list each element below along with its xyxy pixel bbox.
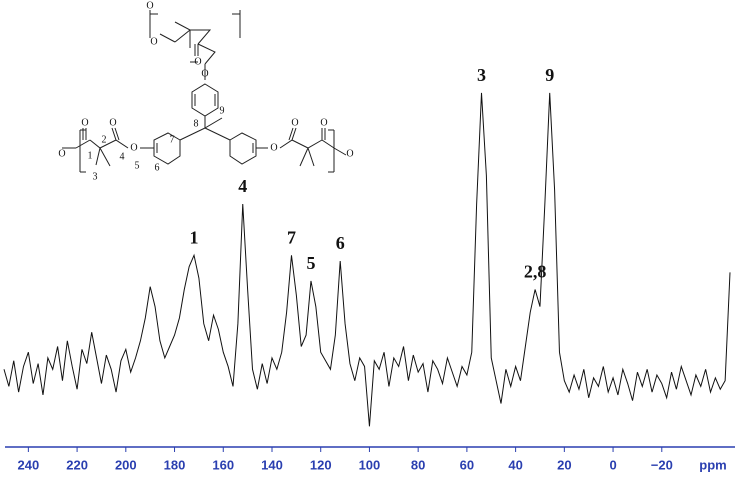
x-tick-label: 220 [66, 457, 88, 472]
x-axis-label: ppm [699, 457, 726, 472]
x-tick-label: 80 [411, 457, 425, 472]
oxygen-label: O [150, 36, 157, 47]
x-tick-label: 0 [609, 457, 616, 472]
spectrum-line [3, 92, 731, 427]
peak-label: 9 [545, 65, 554, 85]
peak-label: 1 [190, 227, 199, 247]
x-tick-label: 40 [508, 457, 522, 472]
peak-label: 3 [477, 65, 486, 85]
oxygen-label: O [58, 148, 65, 159]
x-tick-label: 60 [460, 457, 474, 472]
oxygen-label: O [130, 142, 137, 153]
atom-number: 2 [102, 134, 107, 145]
oxygen-label: O [201, 68, 208, 79]
x-tick-label: 160 [212, 457, 234, 472]
oxygen-label: O [109, 117, 116, 128]
x-tick-label: −20 [651, 457, 673, 472]
atom-number: 5 [135, 160, 140, 171]
atom-number: 4 [120, 151, 125, 162]
oxygen-label: O [291, 117, 298, 128]
x-tick-label: 180 [164, 457, 186, 472]
peak-label: 2,8 [524, 262, 547, 282]
oxygen-label: O [320, 117, 327, 128]
peak-label: 4 [238, 176, 247, 196]
atom-number: 1 [88, 150, 93, 161]
x-tick-label: 20 [557, 457, 571, 472]
atom-number: 6 [155, 162, 160, 173]
atom-number: 3 [93, 171, 98, 182]
x-tick-label: 240 [18, 457, 40, 472]
peak-label: 5 [306, 253, 315, 273]
atom-number: 7 [170, 134, 175, 145]
oxygen-label: O [346, 148, 353, 159]
oxygen-label: O [194, 56, 201, 67]
peak-label: 6 [336, 233, 345, 253]
x-tick-label: 100 [359, 457, 381, 472]
x-tick-label: 200 [115, 457, 137, 472]
x-tick-label: 120 [310, 457, 332, 472]
atom-number: 8 [194, 118, 199, 129]
oxygen-label: O [81, 117, 88, 128]
atom-number: 9 [220, 105, 225, 116]
oxygen-label: O [146, 0, 153, 11]
peak-label: 7 [287, 227, 296, 247]
x-tick-label: 140 [261, 457, 283, 472]
structure: O O O O O O O O O O O O 1 2 3 4 5 6 7 8 … [58, 0, 353, 182]
oxygen-label: O [270, 142, 277, 153]
